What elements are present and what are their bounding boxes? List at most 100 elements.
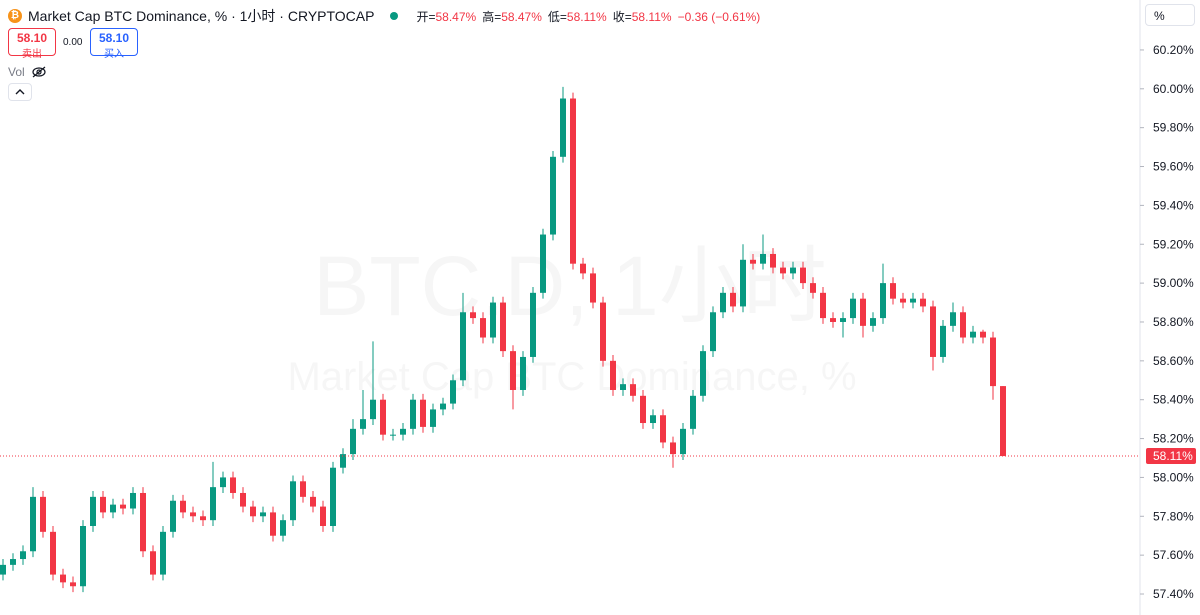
candle-body	[160, 531, 166, 575]
candle-body	[440, 403, 446, 410]
candle-body	[640, 395, 646, 424]
candle-body	[940, 325, 946, 357]
last-price-label: 58.11%	[1153, 449, 1193, 463]
y-tick-label: 58.00%	[1153, 470, 1194, 484]
candle-body	[30, 496, 36, 552]
y-tick-label: 58.40%	[1153, 393, 1194, 407]
candle-body	[690, 395, 696, 429]
candle-body	[430, 409, 436, 427]
candle-body	[210, 487, 216, 521]
volume-toggle[interactable]: Vol	[8, 65, 47, 79]
candle-body	[570, 98, 576, 264]
candle-body	[920, 298, 926, 307]
ohlc-label: 低=	[547, 9, 567, 24]
y-tick-label: 58.80%	[1153, 315, 1194, 329]
candle-body	[730, 292, 736, 307]
candle-body	[360, 419, 366, 429]
unit-button[interactable]: %	[1145, 4, 1195, 26]
ohlc-label: 高=	[482, 9, 502, 24]
candle-body	[380, 399, 386, 435]
y-tick-label: 57.40%	[1153, 587, 1194, 601]
sell-price: 58.10	[16, 31, 48, 45]
y-tick-label: 60.00%	[1153, 82, 1194, 96]
candle-body	[630, 384, 636, 396]
candle-body	[750, 259, 756, 264]
candle-body	[780, 267, 786, 274]
last-price-badge	[1146, 448, 1196, 465]
chevron-icon	[15, 89, 25, 95]
candle-body	[90, 496, 96, 527]
ohlc-label: 开=	[416, 9, 436, 24]
header: ₿ Market Cap BTC Dominance, % · 1小时 · CR…	[8, 6, 760, 26]
candle-body	[290, 481, 296, 521]
candle-body	[900, 298, 906, 303]
candle-body	[450, 380, 456, 404]
ohlc-change: −0.36 (−0.61%)	[677, 9, 761, 24]
candle-body	[80, 526, 86, 587]
candle-body	[650, 415, 656, 424]
candle-body	[980, 331, 986, 338]
candle-body	[770, 253, 776, 268]
candle-body	[540, 234, 546, 293]
candle-body	[930, 306, 936, 357]
candle-body	[220, 477, 226, 488]
candle-body	[1000, 386, 1006, 457]
candle-body	[140, 492, 146, 552]
ohlc-legend: 开=58.47% 高=58.47% 低=58.11% 收=58.11% −0.36 (−…	[416, 8, 760, 25]
candle-body	[460, 312, 466, 381]
sell-button[interactable]: 58.10 卖出	[8, 28, 56, 60]
symbol-title[interactable]: Market Cap BTC Dominance, % · 1小时 · CRYP…	[28, 8, 375, 24]
candle-body	[860, 298, 866, 326]
candle-body	[250, 506, 256, 517]
candle-body	[400, 428, 406, 435]
ohlc-label: 收=	[612, 9, 632, 24]
candle-body	[200, 516, 206, 521]
candle-body	[670, 442, 676, 455]
y-tick-label: 59.60%	[1153, 160, 1194, 174]
ohlc-value: 58.47%	[501, 9, 542, 24]
y-tick-label: 59.80%	[1153, 121, 1194, 135]
candle-body	[490, 302, 496, 338]
candle-body	[950, 312, 956, 326]
collapse-button[interactable]	[8, 83, 32, 101]
candle-body	[880, 283, 886, 319]
candle-body	[410, 399, 416, 429]
sell-label: 卖出	[22, 49, 42, 60]
candle-body	[710, 312, 716, 352]
candle-body	[280, 520, 286, 536]
candle-body	[260, 512, 266, 517]
eye-icon[interactable]	[31, 65, 47, 79]
candle-body	[600, 302, 606, 361]
candle-body	[70, 582, 76, 587]
y-tick-label: 57.60%	[1153, 548, 1194, 562]
candle-body	[850, 298, 856, 319]
buy-label: 买入	[104, 49, 124, 60]
candle-body	[40, 496, 46, 532]
candle-body	[350, 428, 356, 455]
candle-body	[240, 492, 246, 507]
candle-body	[960, 312, 966, 338]
candle-body	[580, 263, 586, 274]
candle-body	[230, 477, 236, 493]
ohlc-value: 58.11%	[631, 9, 672, 24]
candle-body	[340, 454, 346, 468]
candle-body	[890, 283, 896, 299]
buy-button[interactable]: 58.10 买入	[90, 28, 138, 60]
candle-body	[50, 531, 56, 575]
candle-body	[310, 496, 316, 507]
candle-body	[820, 292, 826, 319]
candle-body	[530, 292, 536, 357]
candle-body	[700, 351, 706, 396]
candle-body	[970, 331, 976, 338]
candle-body	[130, 492, 136, 509]
candle-body	[20, 551, 26, 560]
coin-icon: ₿	[8, 9, 22, 23]
candle-body	[60, 574, 66, 583]
candle-body	[330, 467, 336, 527]
candle-body	[840, 318, 846, 322]
y-tick-label: 59.20%	[1153, 237, 1194, 251]
y-tick-label: 58.60%	[1153, 354, 1194, 368]
candle-body	[110, 504, 116, 513]
candle-body	[720, 292, 726, 313]
